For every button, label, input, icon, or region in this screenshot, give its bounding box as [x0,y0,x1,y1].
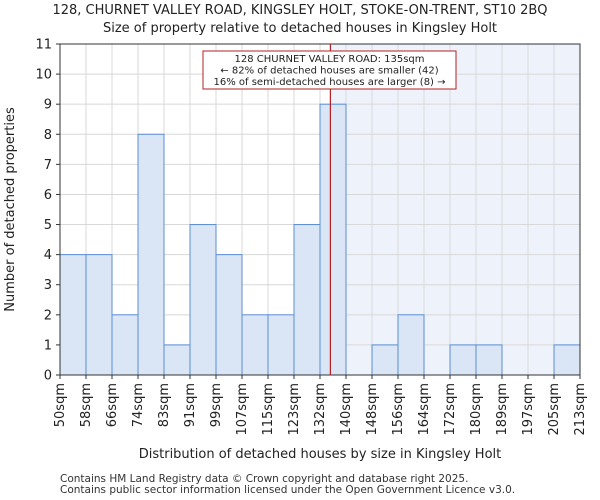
chart-subtitle: Size of property relative to detached ho… [102,21,498,36]
y-tick-label: 3 [44,278,52,293]
x-tick-label: 58sqm [79,383,94,427]
histogram-bar [397,314,425,376]
y-tick-label: 2 [44,308,52,323]
x-tick-label: 156sqm [391,383,406,436]
y-axis-label: Number of detached properties [3,107,18,312]
histogram-bar [553,344,581,376]
x-tick-label: 66sqm [105,383,120,427]
x-tick-label: 148sqm [365,383,380,436]
x-axis-label: Distribution of detached houses by size … [139,447,502,462]
highlight-region [330,44,580,375]
histogram-bar [85,254,113,376]
annotation-line: 128 CHURNET VALLEY ROAD: 135sqm [234,54,424,65]
y-tick-label: 10 [35,68,52,83]
histogram-bar [111,314,139,376]
y-tick-label: 6 [44,188,52,203]
x-tick-label: 213sqm [573,383,588,436]
y-tick-label: 5 [44,218,52,233]
x-tick-label: 83sqm [157,383,172,427]
histogram-bar [371,344,399,376]
x-tick-label: 189sqm [495,383,510,436]
x-tick-label: 172sqm [443,383,458,436]
x-tick-label: 164sqm [417,383,432,436]
x-tick-label: 91sqm [183,383,198,427]
histogram-bar [319,103,347,376]
x-tick-label: 132sqm [313,383,328,436]
x-tick-label: 99sqm [209,383,224,427]
histogram-bar [59,254,87,376]
histogram-bar [241,314,269,376]
x-tick-label: 74sqm [131,383,146,427]
y-tick-label: 1 [44,338,52,353]
y-tick-label: 11 [35,38,52,53]
x-tick-label: 50sqm [53,383,68,427]
annotation-box [202,50,457,90]
y-tick-label: 0 [44,369,52,384]
y-tick-label: 9 [44,98,52,113]
x-tick-label: 197sqm [521,383,536,436]
footer-copyright: Contains HM Land Registry data © Crown c… [60,473,469,485]
x-tick-label: 140sqm [339,383,354,436]
histogram-bar [475,344,503,376]
x-tick-label: 123sqm [287,383,302,436]
x-tick-label: 107sqm [235,383,250,436]
chart-title: 128, CHURNET VALLEY ROAD, KINGSLEY HOLT,… [52,3,548,18]
footer-licence: Contains public sector information licen… [60,484,516,496]
y-tick-label: 7 [44,158,52,173]
histogram-bar [267,314,295,376]
annotation-line: 16% of semi-detached houses are larger (… [213,77,445,88]
y-tick-label: 8 [44,128,52,143]
y-tick-label: 4 [44,248,52,263]
histogram-bar [137,133,165,376]
annotation-line: ← 82% of detached houses are smaller (42… [220,66,438,77]
histogram-bar [189,224,217,376]
histogram-chart: 0 1 2 3 4 5 6 7 8 9 10 11 50sqm 58sqm 66sqm 74sqm 83sqm 9… [3,38,588,463]
x-tick-label: 180sqm [469,383,484,436]
histogram-bar [293,224,321,376]
x-tick-label: 115sqm [261,383,276,436]
histogram-bar [449,344,477,376]
histogram-bar [163,344,191,376]
histogram-bar [215,254,243,376]
x-tick-label: 205sqm [547,383,562,436]
